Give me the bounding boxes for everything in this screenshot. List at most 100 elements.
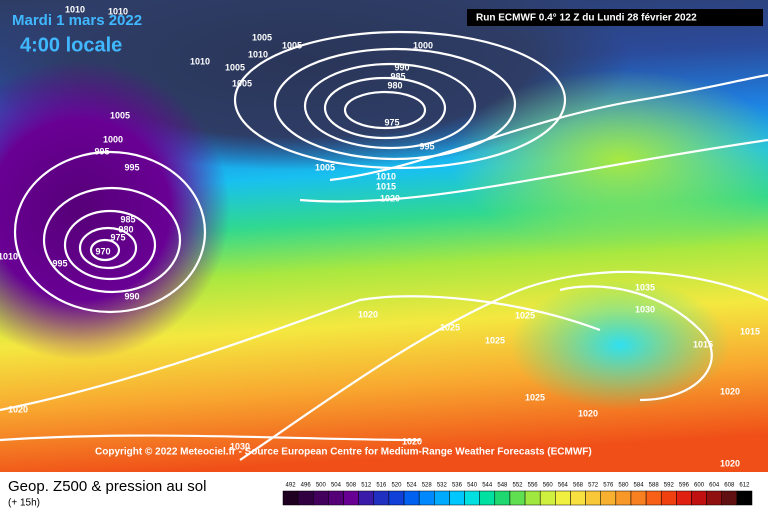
scale-label: 560 [543,483,554,489]
scale-swatch [539,490,556,506]
isobar-label: 980 [387,80,402,90]
isobar-label: 990 [394,62,409,72]
isobar-label: 1025 [440,322,460,332]
scale-label: 556 [528,483,539,489]
scale-label: 520 [391,483,402,489]
scale-label: 544 [482,483,493,489]
scale-swatch [630,490,647,506]
isobar-label: 1005 [252,32,272,42]
isobar-label: 1035 [635,282,655,292]
scale-swatch [509,490,526,506]
scale-label: 552 [512,483,523,489]
isobar-label: 990 [124,291,139,301]
scale-label: 500 [316,483,327,489]
isobar-label: 975 [384,117,399,127]
scale-swatch [706,490,722,506]
scale-label: 516 [376,483,387,489]
isobar-label: 1025 [485,335,505,345]
scale-label: 572 [588,483,599,489]
isobar-label: 985 [390,71,405,81]
scale-label: 576 [603,483,614,489]
scale-label: 496 [301,483,312,489]
scale-swatch [464,490,480,506]
scale-swatch [676,490,692,506]
isobar-label: 1015 [693,339,713,349]
isobar-label: 1010 [248,49,268,59]
scale-label: 532 [437,483,448,489]
scale-swatch [585,490,601,506]
isobar-label: 985 [120,214,135,224]
time: 4:00 locale [20,34,122,56]
scale-label: 508 [346,483,357,489]
scale-swatch [403,490,420,506]
low-trough [0,60,230,360]
isobar-label: 1025 [525,392,545,402]
isobar-label: 1020 [578,408,598,418]
isobar-label: 995 [124,162,139,172]
scale-swatch [660,490,677,506]
copyright: Copyright © 2022 Meteociel.fr - Source E… [95,447,592,458]
scale-label: 524 [407,483,418,489]
isobar-label: 975 [110,232,125,242]
scale-label: 540 [467,483,478,489]
scale-swatch [615,490,632,506]
footer-title: Geop. Z500 & pression au sol [8,478,206,495]
scale-label: 604 [709,483,720,489]
scale-swatch [418,490,435,506]
warm-area [450,70,768,250]
scale-swatch [494,490,511,506]
scale-swatch [570,490,586,506]
isobar-label: 1025 [515,310,535,320]
color-scale: 492 496 500 504 508 512 516 520 524 528 532 536 540 5… [282,483,753,506]
isobar-label: 970 [95,246,110,256]
scale-label: 564 [558,483,569,489]
scale-label: 612 [739,483,750,489]
scale-label: 608 [724,483,735,489]
scale-swatch [282,490,299,506]
isobar-label: 1005 [225,62,245,72]
scale-swatch [388,490,405,506]
isobar-label: 1020 [720,458,740,468]
scale-label: 548 [497,483,508,489]
isobar-label: 1020 [402,436,422,446]
isobar-label: 1010 [190,56,210,66]
scale-label: 568 [573,483,584,489]
scale-label: 528 [422,483,433,489]
scale-swatch [736,490,753,506]
scale-swatch [524,490,541,506]
isobar-label: 1020 [8,404,28,414]
isobar-label: 1020 [380,193,400,203]
scale-swatch [328,490,344,506]
scale-swatch [343,490,359,506]
isobar-label: 1010 [376,171,396,181]
run-info: Run ECMWF 0.4° 12 Z du Lundi 28 février … [476,13,697,24]
isobar-label: 995 [94,146,109,156]
scale-label: 504 [331,483,342,489]
isobars [0,30,768,461]
cold-pool [510,280,730,410]
scale-swatch [555,490,571,506]
scale-swatch [600,490,617,506]
isobar-label: 1000 [413,40,433,50]
run-box [467,9,763,26]
isobar-label: 1005 [282,40,302,50]
isobar-label: 1010 [108,6,128,16]
scale-label: 584 [634,483,645,489]
isobar-label: 1030 [230,441,250,451]
isobar-label: 1000 [103,134,123,144]
isobar-label: 995 [419,141,434,151]
isobar-label: 1005 [315,162,335,172]
scale-label: 492 [286,483,297,489]
date: Mardi 1 mars 2022 [12,12,142,29]
isobar-label: 1005 [110,110,130,120]
scale-swatch [721,490,738,506]
isobar-label: 1020 [358,309,378,319]
scale-swatch [373,490,390,506]
scale-swatch [479,490,496,506]
scale-swatch [434,490,450,506]
scale-label: 536 [452,483,463,489]
scale-label: 588 [649,483,660,489]
scale-swatch [691,490,707,506]
